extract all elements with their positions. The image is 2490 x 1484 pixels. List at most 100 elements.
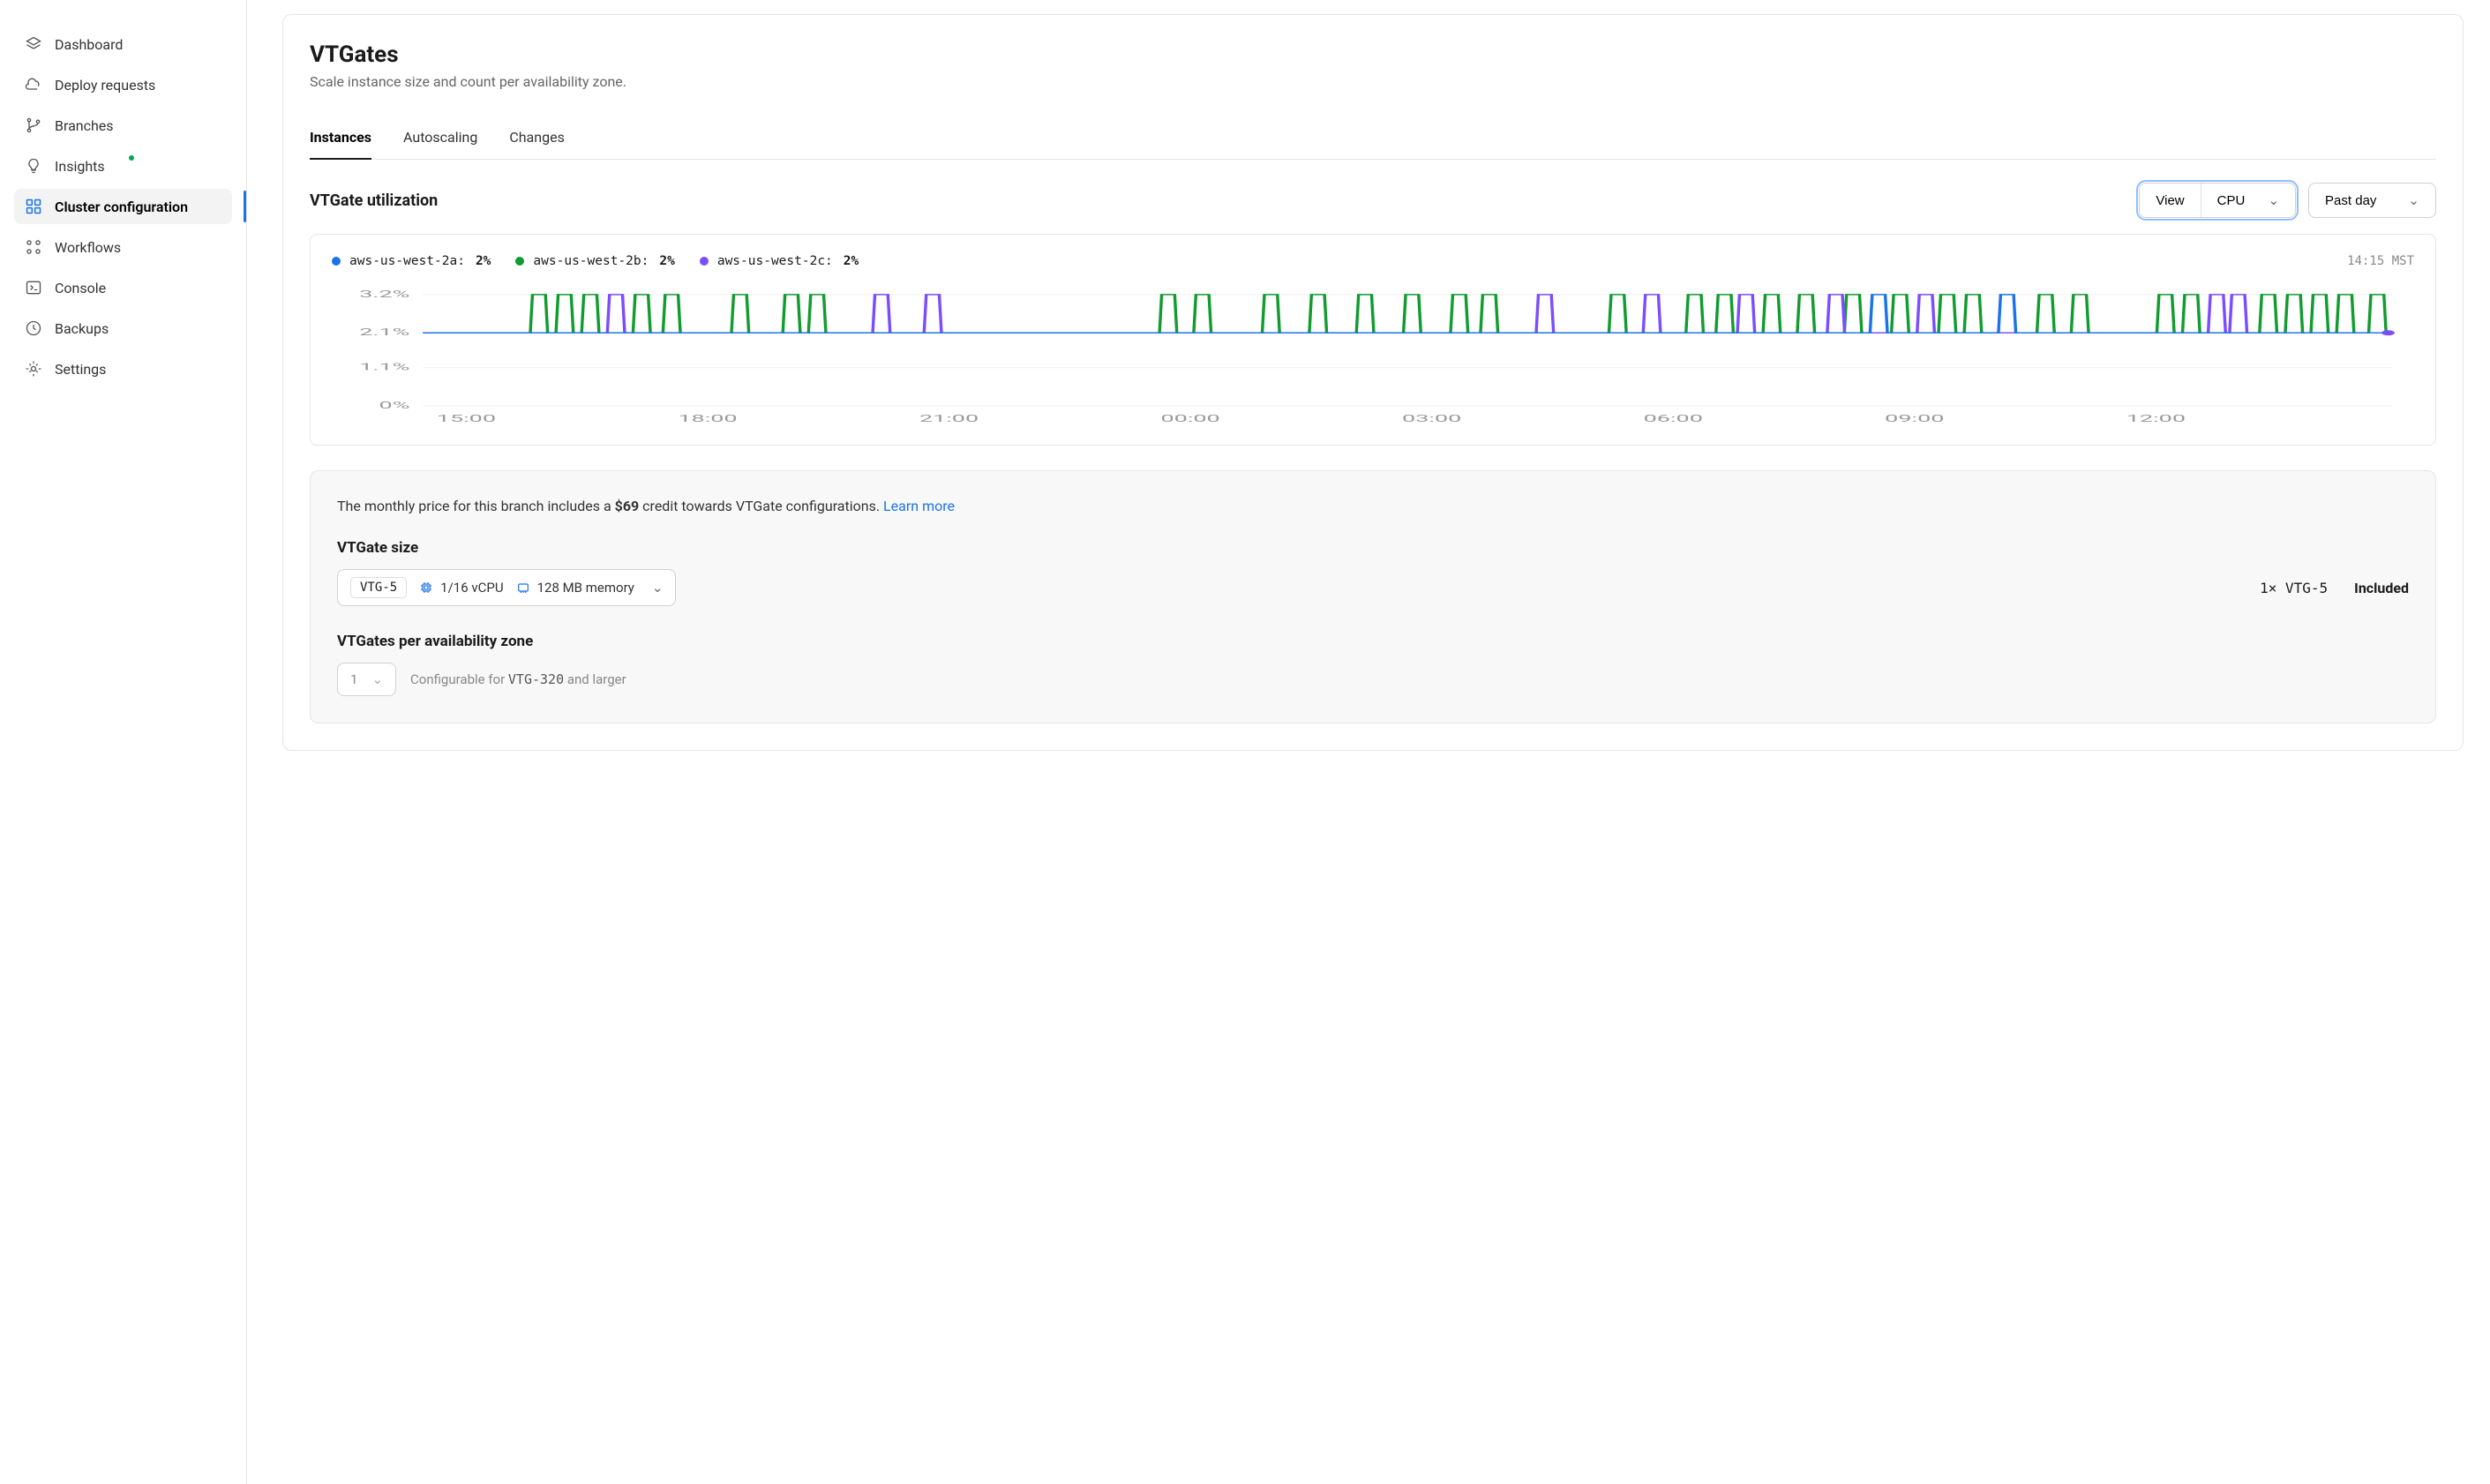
- az-row: 1 ⌄ Configurable for VTG-320 and larger: [337, 663, 2409, 696]
- svg-text:0%: 0%: [379, 400, 410, 411]
- sidebar-item-label: Workflows: [55, 239, 121, 256]
- price-info: 1× VTG-5 Included: [2260, 580, 2409, 596]
- learn-more-link[interactable]: Learn more: [883, 498, 955, 514]
- chevron-down-icon: ⌄: [2268, 193, 2279, 208]
- legend-label: aws-us-west-2b:: [533, 254, 649, 268]
- view-metric-control: View CPU ⌄: [2139, 183, 2296, 218]
- sidebar-item-backups[interactable]: Backups: [14, 311, 232, 346]
- tab-autoscaling[interactable]: Autoscaling: [403, 116, 477, 160]
- az-note: Configurable for VTG-320 and larger: [410, 671, 626, 687]
- vcpu-label: 1/16 vCPU: [440, 580, 503, 596]
- size-tag: VTG-5: [350, 577, 407, 598]
- sidebar-item-settings[interactable]: Settings: [14, 351, 232, 386]
- chart-controls: View CPU ⌄ Past day ⌄: [2139, 183, 2436, 218]
- legend-label: aws-us-west-2a:: [349, 254, 465, 268]
- az-title: VTGates per availability zone: [337, 633, 2409, 650]
- svg-text:2.1%: 2.1%: [359, 327, 409, 339]
- sidebar-item-cluster-configuration[interactable]: Cluster configuration: [14, 189, 232, 224]
- cloud-icon: [25, 76, 42, 94]
- range-label: Past day: [2325, 193, 2376, 208]
- page-title: VTGates: [310, 41, 2436, 68]
- pricing-card: The monthly price for this branch includ…: [310, 470, 2436, 723]
- clock-icon: [25, 319, 42, 337]
- legend-dot-icon: [332, 257, 341, 266]
- svg-text:03:00: 03:00: [1402, 413, 1461, 424]
- view-button[interactable]: View: [2140, 184, 2201, 217]
- legend-item: aws-us-west-2b: 2%: [515, 254, 674, 268]
- size-select[interactable]: VTG-5 1/16 vCPU 128 MB memory ⌄: [337, 569, 676, 606]
- chevron-down-icon: ⌄: [652, 580, 664, 596]
- sidebar-item-label: Branches: [55, 117, 114, 134]
- az-note-text: and larger: [564, 671, 626, 687]
- range-select[interactable]: Past day ⌄: [2308, 183, 2436, 218]
- main: VTGates Scale instance size and count pe…: [247, 0, 2490, 1484]
- tab-changes[interactable]: Changes: [509, 116, 565, 160]
- utilization-title: VTGate utilization: [310, 191, 438, 210]
- sidebar-item-branches[interactable]: Branches: [14, 108, 232, 143]
- legend-label: aws-us-west-2c:: [717, 254, 833, 268]
- terminal-icon: [25, 279, 42, 296]
- page-subtitle: Scale instance size and count per availa…: [310, 73, 2436, 90]
- sidebar-item-dashboard[interactable]: Dashboard: [14, 26, 232, 62]
- sidebar-item-label: Console: [55, 280, 106, 296]
- pricing-text: credit towards VTGate configurations.: [639, 498, 883, 514]
- insights-dot-icon: [129, 155, 134, 161]
- svg-text:1.1%: 1.1%: [359, 362, 409, 373]
- memory-icon: [516, 581, 530, 595]
- legend-dot-icon: [700, 257, 709, 266]
- az-note-text: Configurable for: [410, 671, 508, 687]
- included-label: Included: [2354, 580, 2409, 596]
- bulb-icon: [25, 157, 42, 175]
- cluster-icon: [25, 198, 42, 215]
- svg-text:09:00: 09:00: [1885, 413, 1944, 424]
- sidebar-item-console[interactable]: Console: [14, 270, 232, 305]
- sidebar-item-label: Deploy requests: [55, 77, 155, 94]
- sidebar-item-label: Dashboard: [55, 36, 123, 53]
- chart-timestamp: 14:15 MST: [2347, 254, 2414, 268]
- svg-text:15:00: 15:00: [437, 413, 496, 424]
- size-row: VTG-5 1/16 vCPU 128 MB memory ⌄ 1× VTG-5…: [337, 569, 2409, 606]
- legend: aws-us-west-2a: 2% aws-us-west-2b: 2% aw…: [332, 254, 2414, 268]
- svg-text:21:00: 21:00: [919, 413, 979, 424]
- sidebar-item-deploy-requests[interactable]: Deploy requests: [14, 67, 232, 102]
- layers-icon: [25, 35, 42, 53]
- cpu-icon: [419, 581, 433, 595]
- pricing-intro: The monthly price for this branch includ…: [337, 498, 2409, 514]
- svg-text:3.2%: 3.2%: [359, 289, 409, 300]
- sidebar-item-label: Insights: [55, 158, 105, 175]
- pricing-credit: $69: [615, 498, 640, 514]
- sidebar-item-label: Settings: [55, 361, 106, 378]
- az-value: 1: [350, 671, 357, 687]
- metric-label: CPU: [2217, 193, 2246, 208]
- sidebar-item-workflows[interactable]: Workflows: [14, 229, 232, 265]
- legend-item: aws-us-west-2c: 2%: [700, 254, 859, 268]
- memory-spec: 128 MB memory: [516, 580, 634, 596]
- metric-select[interactable]: CPU ⌄: [2201, 184, 2295, 217]
- legend-item: aws-us-west-2a: 2%: [332, 254, 491, 268]
- chart: 3.2% 2.1% 1.1% 0% 15:00 18:00 21:00 00:00 03:00 0…: [332, 284, 2414, 425]
- legend-value: 2%: [659, 254, 674, 268]
- svg-text:06:00: 06:00: [1644, 413, 1703, 424]
- legend-value: 2%: [844, 254, 859, 268]
- legend-dot-icon: [515, 257, 524, 266]
- legend-value: 2%: [476, 254, 491, 268]
- svg-text:18:00: 18:00: [678, 413, 737, 424]
- tab-instances[interactable]: Instances: [310, 116, 371, 160]
- vcpu-spec: 1/16 vCPU: [419, 580, 503, 596]
- sidebar-item-insights[interactable]: Insights: [14, 148, 232, 184]
- chevron-down-icon: ⌄: [371, 671, 383, 687]
- svg-text:00:00: 00:00: [1160, 413, 1219, 424]
- qty-sku: 1× VTG-5: [2260, 580, 2328, 596]
- size-title: VTGate size: [337, 539, 2409, 557]
- chevron-down-icon: ⌄: [2408, 192, 2419, 208]
- az-note-sku: VTG-320: [508, 671, 564, 687]
- az-count-select[interactable]: 1 ⌄: [337, 663, 396, 696]
- gear-icon: [25, 360, 42, 378]
- branch-icon: [25, 116, 42, 134]
- pricing-text: The monthly price for this branch includ…: [337, 498, 615, 514]
- memory-label: 128 MB memory: [537, 580, 634, 596]
- sidebar: Dashboard Deploy requests Branches Insig…: [0, 0, 247, 1484]
- utilization-header: VTGate utilization View CPU ⌄ Past day ⌄: [310, 183, 2436, 218]
- chart-card: aws-us-west-2a: 2% aws-us-west-2b: 2% aw…: [310, 234, 2436, 446]
- content-card: VTGates Scale instance size and count pe…: [282, 14, 2464, 751]
